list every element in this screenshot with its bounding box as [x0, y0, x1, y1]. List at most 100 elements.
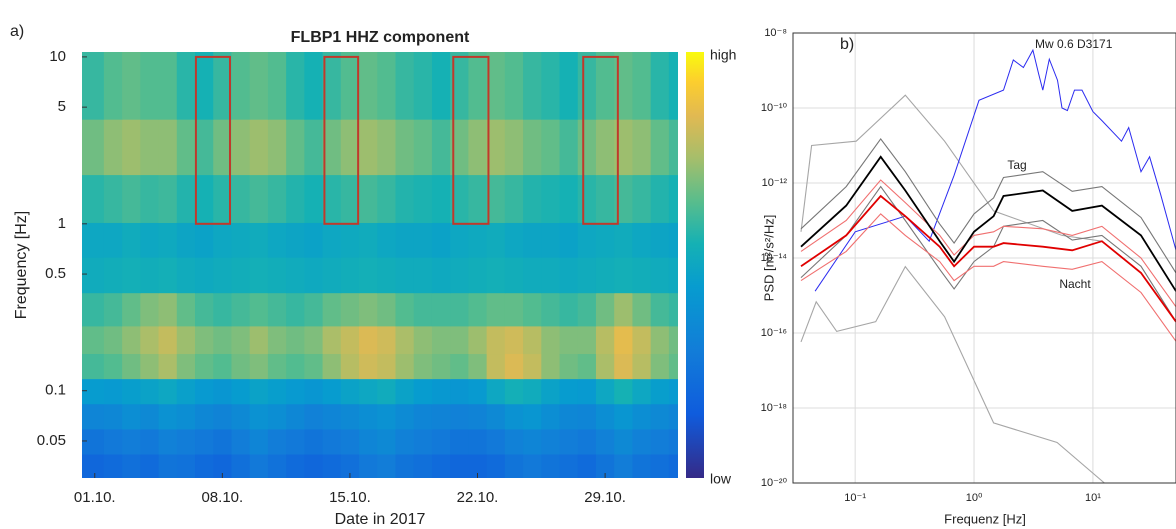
heatmap-cell [82, 257, 105, 294]
heatmap-cell [82, 222, 105, 258]
heatmap-cell [595, 292, 615, 327]
colorbar-min-label: low [710, 471, 732, 487]
heatmap-cell [267, 453, 287, 478]
heatmap-cell [122, 453, 141, 478]
heatmap-cell [103, 325, 123, 355]
heatmap-cell [523, 257, 542, 294]
heatmap-cell [668, 453, 678, 478]
heatmap-cell [614, 119, 634, 176]
heatmap-cell [595, 378, 615, 405]
heatmap-cell [577, 257, 597, 294]
series-line [800, 179, 1176, 308]
heatmap-cell [431, 353, 451, 380]
heatmap-cell [632, 428, 652, 455]
heatmap-cell [195, 428, 214, 455]
heatmap-cell [322, 378, 342, 405]
heatmap-cell [523, 174, 542, 223]
heatmap-cell [595, 353, 615, 380]
heatmap-cell [249, 325, 269, 355]
heatmap-cell [486, 257, 506, 294]
heatmap-cell [158, 325, 178, 355]
heatmap-cell [650, 453, 670, 478]
heatmap-cell [140, 353, 160, 380]
heatmap-cell [176, 222, 196, 258]
heatmap-cell [614, 378, 634, 405]
y-tick-label: 0.5 [45, 265, 66, 282]
heatmap-cell [450, 378, 469, 405]
heatmap-cell [377, 292, 397, 327]
heatmap-cell [231, 119, 251, 176]
heatmap-cell [340, 292, 360, 327]
series-line [800, 137, 1176, 274]
heatmap-cell [286, 325, 305, 355]
heatmap-cell [486, 222, 506, 258]
heatmap-cell [340, 52, 360, 120]
heatmap-cell [213, 52, 233, 120]
heatmap-cell [468, 453, 488, 478]
heatmap-cell [413, 325, 433, 355]
heatmap-cell [213, 403, 233, 430]
heatmap-cell [486, 52, 506, 120]
heatmap-cell [286, 257, 305, 294]
heatmap-cell [140, 325, 160, 355]
heatmap-cell [632, 52, 652, 120]
heatmap-cell [103, 257, 123, 294]
heatmap-cell [668, 292, 678, 327]
heatmap-cell [249, 52, 269, 120]
heatmap-cell [359, 378, 378, 405]
heatmap-cell [614, 292, 634, 327]
heatmap-cell [286, 292, 305, 327]
heatmap-cell [523, 453, 542, 478]
heatmap-cell [486, 325, 506, 355]
heatmap-cell [322, 174, 342, 223]
heatmap-cell [103, 52, 123, 120]
heatmap-cell [450, 453, 469, 478]
heatmap-cell [377, 325, 397, 355]
heatmap-cell [359, 119, 378, 176]
chart-title: FLBP1 HHZ component [291, 29, 470, 46]
heatmap-cell [632, 325, 652, 355]
heatmap-cell [468, 257, 488, 294]
heatmap-cell [413, 403, 433, 430]
heatmap-cell [450, 403, 469, 430]
heatmap-cell [650, 292, 670, 327]
heatmap-cell [395, 257, 415, 294]
heatmap-cell [668, 119, 678, 176]
heatmap-cell [577, 222, 597, 258]
heatmap-cell [650, 174, 670, 223]
heatmap-cell [103, 222, 123, 258]
heatmap-cell [286, 174, 305, 223]
heatmap-cell [304, 119, 324, 176]
heatmap-cell [450, 325, 469, 355]
heatmap-cell [249, 174, 269, 223]
heatmap-cell [359, 257, 378, 294]
heatmap-cell [377, 174, 397, 223]
heatmap-cell [213, 428, 233, 455]
heatmap-cell [577, 378, 597, 405]
heatmap-cell [541, 222, 561, 258]
heatmap-cell [286, 428, 305, 455]
heatmap-cell [103, 453, 123, 478]
heatmap-cell [176, 325, 196, 355]
heatmap-cell [122, 403, 141, 430]
series-line [800, 213, 1176, 342]
heatmap-cell [650, 428, 670, 455]
heatmap-cell [267, 325, 287, 355]
heatmap-cell [523, 403, 542, 430]
heatmap-cell [395, 353, 415, 380]
heatmap-cell [577, 174, 597, 223]
heatmap-cell [559, 119, 579, 176]
heatmap-cell [413, 378, 433, 405]
y-tick-label: 10 [49, 48, 66, 65]
heatmap-cell [176, 378, 196, 405]
heatmap-cell [541, 325, 561, 355]
heatmap-cell [650, 222, 670, 258]
heatmap-cell [595, 119, 615, 176]
heatmap-cell [122, 353, 141, 380]
heatmap-cell [431, 453, 451, 478]
heatmap-cell [431, 292, 451, 327]
heatmap-cell [523, 378, 542, 405]
heatmap-cell [231, 174, 251, 223]
heatmap-cell [322, 428, 342, 455]
heatmap-cell [413, 174, 433, 223]
